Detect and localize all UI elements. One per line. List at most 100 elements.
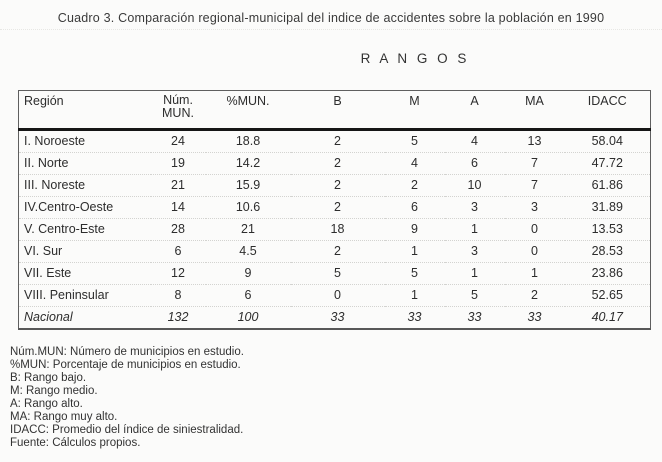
rangos-heading: R A N G O S (360, 51, 470, 66)
cell-idacc: 61.86 (564, 174, 651, 197)
cell-b: 2 (290, 196, 385, 219)
cell-num: 24 (171, 134, 185, 148)
table-row-nacional: Nacional 132 100 33 33 33 33 40.17 (18, 306, 651, 329)
cell-idacc: 31.89 (564, 196, 651, 219)
col-header-a: A (444, 90, 505, 131)
cell-idacc: 40.17 (564, 306, 651, 329)
table-row: VIII. Peninsular 8 6 0 1 5 2 52.65 (18, 284, 651, 307)
cell-a: 33 (444, 306, 505, 329)
cell-pct: 15.9 (205, 174, 291, 197)
cell-m: 6 (384, 196, 445, 219)
cell-pct: 14.2 (205, 152, 291, 175)
cell-region: III. Noreste (18, 174, 151, 197)
cell-ma: 13 (527, 134, 542, 148)
cell-a: 5 (444, 284, 505, 307)
cell-a: 4 (471, 134, 478, 148)
cell-ma: 2 (504, 284, 565, 307)
cell-region: V. Centro-Este (18, 218, 151, 241)
cell-a: 3 (444, 240, 505, 263)
table-row: II. Norte 19 14.2 2 4 6 7 47.72 (18, 152, 651, 175)
cell-ma: 7 (504, 174, 565, 197)
cell-ma: 33 (504, 306, 565, 329)
cell-idacc: 58.04 (591, 134, 623, 148)
cell-b: 2 (334, 134, 341, 148)
footnote-line: Núm.MUN: Número de municipios en estudio… (10, 346, 244, 358)
cell-m: 9 (384, 218, 445, 241)
col-header-pct-mun: %MUN. (205, 90, 291, 131)
cell-ma: 1 (504, 262, 565, 285)
cell-pct: 18.8 (235, 134, 261, 148)
cell-m: 1 (384, 240, 445, 263)
cell-b: 0 (290, 284, 385, 307)
cell-pct: 100 (205, 306, 291, 329)
cell-region: Nacional (18, 306, 151, 329)
col-header-region: Región (18, 90, 151, 131)
cell-idacc: 47.72 (564, 152, 651, 175)
cell-m: 2 (384, 174, 445, 197)
cell-b: 2 (290, 174, 385, 197)
table-row: IV.Centro-Oeste 14 10.6 2 6 3 3 31.89 (18, 196, 651, 219)
footnote-line: MA: Rango muy alto. (10, 411, 118, 423)
cell-idacc: 23.86 (564, 262, 651, 285)
cell-pct: 6 (205, 284, 291, 307)
cell-ma: 7 (504, 152, 565, 175)
table-row: I. Noroeste 24 18.8 2 5 4 13 58.04 (19, 130, 651, 153)
cell-pct: 10.6 (205, 196, 291, 219)
cell-m: 33 (384, 306, 445, 329)
cell-num: 132 (150, 306, 206, 329)
cell-pct: 4.5 (205, 240, 291, 263)
cell-a: 6 (444, 152, 505, 175)
footnotes: Núm.MUN: Número de municipios en estudio… (10, 346, 650, 450)
cell-a: 1 (444, 218, 505, 241)
cell-b: 18 (290, 218, 385, 241)
cell-num: 8 (150, 284, 206, 307)
cell-region: VIII. Peninsular (18, 284, 151, 307)
cell-a: 3 (444, 196, 505, 219)
cell-b: 2 (290, 152, 385, 175)
footnote-line: %MUN: Porcentaje de municipios en estudi… (10, 359, 241, 371)
cell-a: 10 (444, 174, 505, 197)
table-row: V. Centro-Este 28 21 18 9 1 0 13.53 (18, 218, 651, 241)
cell-num: 19 (150, 152, 206, 175)
cell-m: 5 (384, 262, 445, 285)
col-header-m: M (384, 90, 445, 131)
cell-idacc: 28.53 (564, 240, 651, 263)
accidents-comparison-table: Región Núm. MUN. %MUN. B M A MA IDACC I.… (18, 90, 651, 330)
cell-m: 4 (384, 152, 445, 175)
footnote-line: Fuente: Cálculos propios. (10, 437, 141, 449)
col-header-num-line1: Núm. (163, 93, 193, 107)
cell-region: IV.Centro-Oeste (18, 196, 151, 219)
cell-region: II. Norte (18, 152, 151, 175)
cell-num: 28 (150, 218, 206, 241)
table-caption: Cuadro 3. Comparación regional-municipal… (57, 11, 605, 25)
table-row: VII. Este 12 9 5 5 1 1 23.86 (18, 262, 651, 285)
cell-idacc: 13.53 (564, 218, 651, 241)
col-header-ma: MA (504, 90, 565, 131)
footnote-line: A: Rango alto. (10, 398, 83, 410)
cell-ma: 0 (504, 218, 565, 241)
cell-ma: 3 (504, 196, 565, 219)
cell-num: 21 (150, 174, 206, 197)
footnote-line: M: Rango medio. (10, 385, 98, 397)
table-row: III. Noreste 21 15.9 2 2 10 7 61.86 (18, 174, 651, 197)
scan-noise-band (0, 29, 662, 30)
cell-pct: 21 (205, 218, 291, 241)
cell-num: 14 (150, 196, 206, 219)
col-header-b: B (290, 90, 385, 131)
footnote-line: IDACC: Promedio del índice de siniestral… (10, 424, 244, 436)
cell-region: I. Noroeste (24, 134, 86, 148)
cell-ma: 0 (504, 240, 565, 263)
header-row: Región Núm. MUN. %MUN. B M A MA IDACC (18, 90, 651, 131)
col-header-idacc: IDACC (564, 90, 651, 131)
cell-idacc: 52.65 (564, 284, 651, 307)
col-header-num-mun: Núm. MUN. (150, 90, 206, 131)
cell-pct: 9 (205, 262, 291, 285)
col-header-num-line2: MUN. (162, 106, 194, 120)
cell-num: 12 (150, 262, 206, 285)
cell-m: 1 (384, 284, 445, 307)
footnote-line: B: Rango bajo. (10, 372, 87, 384)
cell-region: VII. Este (18, 262, 151, 285)
cell-b: 33 (290, 306, 385, 329)
cell-b: 5 (290, 262, 385, 285)
cell-m: 5 (411, 134, 418, 148)
